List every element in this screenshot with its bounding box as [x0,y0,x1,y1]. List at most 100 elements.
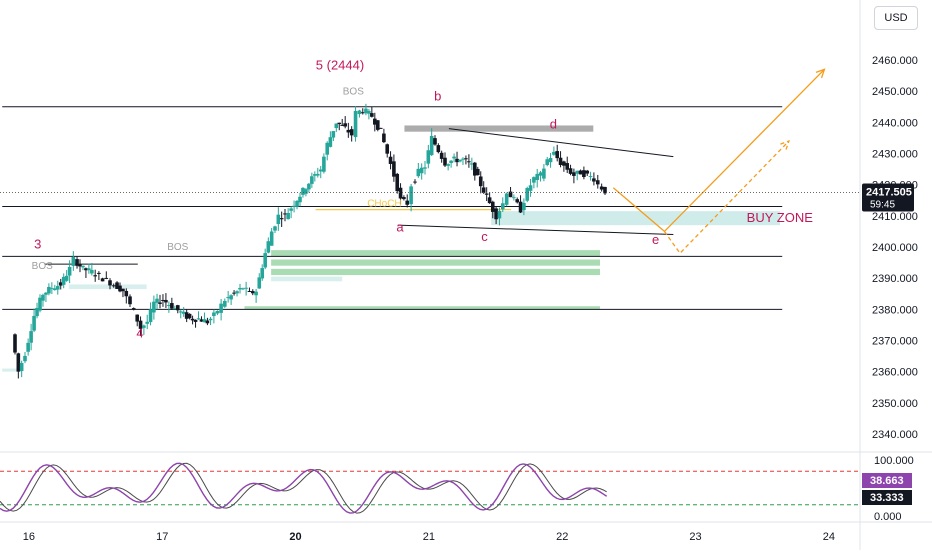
wave-label: e [652,232,659,247]
candle-body [190,318,195,321]
candle-body [35,307,39,317]
candle-body [167,305,171,307]
candle-body [443,157,447,166]
candle-body [565,163,570,170]
candle-body [475,168,480,176]
candle-body [575,170,580,174]
candle-body [71,256,76,266]
candle-body [419,167,424,174]
projection-arrow-dashed[interactable] [663,140,790,255]
candle-body [603,186,607,194]
candle-body [497,210,502,219]
candle-body [276,214,281,225]
stoch-k-tag [862,473,912,488]
candle-body [155,298,159,303]
candle-body [595,180,600,185]
candle-body [500,203,505,210]
candle-body [487,197,492,204]
candle-body [152,301,156,313]
candle-body [353,110,358,138]
candle-body [446,164,450,166]
candle-body [331,131,336,138]
candle-body [226,297,230,299]
candle-body [148,309,153,323]
time-tick-label: 22 [556,531,568,543]
candle-body [111,285,116,287]
candle-body [346,129,351,133]
candle-body [250,291,255,294]
projection-arrow-solid[interactable] [612,68,825,233]
candle-body [343,123,347,127]
candle-body [588,176,593,178]
stoch-k-value: 38.663 [870,475,904,487]
candle-body [78,264,82,267]
triangle-lower-trendline[interactable] [397,224,674,236]
candle-body [289,208,293,211]
candle-body [145,321,150,324]
buy-zone-box [491,211,780,226]
candle-body [413,181,417,183]
candle-body [464,158,468,160]
price-tick-label: 2440.000 [872,117,918,129]
bar-countdown: 59:45 [870,199,895,210]
candle-body [599,186,604,190]
candle-body [178,311,183,313]
last-price-value: 2417.505 [866,186,912,198]
candle-body [238,287,242,290]
candle-body [184,312,189,319]
candle-body [269,231,274,246]
stoch-d-line [0,462,607,514]
candle-body [515,199,520,203]
candle-body [318,169,323,172]
candle-body [279,218,284,220]
candle-body [522,202,526,211]
candle-body [535,173,540,180]
candle-body [364,108,368,114]
candle-body [508,191,513,198]
candle-body [121,288,125,292]
candle-body [135,314,140,322]
candle-body [370,113,374,117]
candle-body [202,319,207,323]
candle-body [161,299,165,301]
candle-body [528,185,533,191]
candle-body [315,173,320,176]
wave-label: d [550,117,557,132]
candle-body [44,292,48,295]
candle-body [545,159,550,166]
candle-body [244,287,248,289]
stoch-d-tag [862,490,912,505]
light-zone-box [271,276,343,282]
candle-body [512,197,516,199]
candle-body [301,187,305,195]
price-tick-label: 2380.000 [872,304,918,316]
buy-zone-label: BUY ZONE [747,210,814,225]
candle-body [375,120,380,130]
candle-body [555,151,560,159]
candle-body [29,331,33,343]
price-tick-label: 2350.000 [872,398,918,410]
candle-body [307,183,311,190]
candle-body [173,308,177,310]
triangle-upper-trendline[interactable] [448,128,674,158]
candle-body [452,156,456,159]
currency-button[interactable]: USD [874,6,918,30]
candle-body [67,266,72,276]
resistance-box [404,125,594,132]
candle-body [75,259,79,266]
candle-body [494,208,498,220]
wave-label: c [481,229,488,244]
candle-body [131,308,136,310]
candle-body [572,172,576,176]
candle-body [518,201,523,213]
candle-body [426,150,431,164]
price-tick-label: 2410.000 [872,211,918,223]
time-tick-label: 16 [23,531,35,543]
price-tick-label: 2370.000 [872,336,918,348]
candle-body [232,292,236,294]
price-tick-label: 2430.000 [872,149,918,161]
candle-body [373,118,377,125]
stoch-k-line [0,462,608,514]
candle-body [247,290,252,292]
